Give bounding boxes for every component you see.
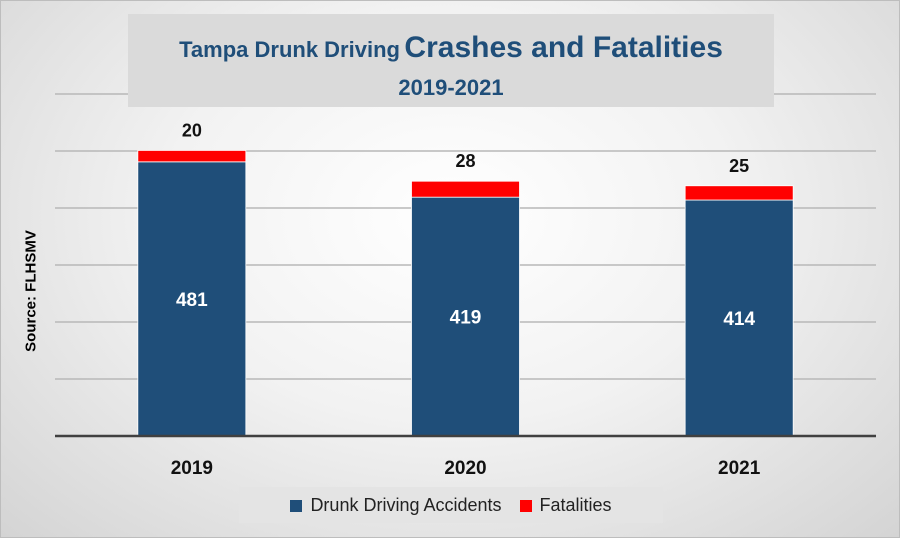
legend-label-accidents: Drunk Driving Accidents [310, 494, 502, 515]
x-tick-label: 2019 [171, 458, 213, 479]
title-part-1: Tampa Drunk Driving [179, 37, 400, 62]
data-label-accidents: 481 [176, 290, 208, 311]
chart-subtitle: 2019-2021 [398, 75, 504, 100]
legend: Drunk Driving Accidents Fatalities [239, 487, 663, 523]
bar-accidents [684, 199, 794, 437]
y-axis-label: Source: FLHSMV [22, 230, 40, 352]
legend-swatch-fatalities [519, 499, 532, 512]
x-tick-label: 2020 [444, 458, 486, 479]
data-label-fatalities: 25 [729, 156, 749, 176]
data-label-accidents: 414 [723, 309, 755, 330]
legend-item-accidents: Drunk Driving Accidents [290, 494, 502, 516]
bar-fatalities [684, 185, 794, 201]
legend-swatch-accidents [290, 499, 303, 512]
chart-title: Tampa Drunk Driving Crashes and Fataliti… [128, 30, 774, 71]
data-label-accidents: 419 [450, 308, 482, 329]
x-tick-label: 2021 [718, 458, 761, 479]
data-label-fatalities: 28 [455, 151, 475, 171]
bar-fatalities [137, 150, 247, 163]
chart-title-box: Tampa Drunk Driving Crashes and Fataliti… [128, 14, 774, 107]
legend-label-fatalities: Fatalities [539, 494, 612, 515]
bar-fatalities [411, 180, 520, 198]
bar-accidents [411, 196, 520, 437]
data-label-fatalities: 20 [182, 120, 202, 140]
legend-item-fatalities: Fatalities [519, 494, 612, 516]
title-part-2: Crashes and Fatalities [404, 31, 723, 64]
bar-accidents [137, 161, 247, 437]
